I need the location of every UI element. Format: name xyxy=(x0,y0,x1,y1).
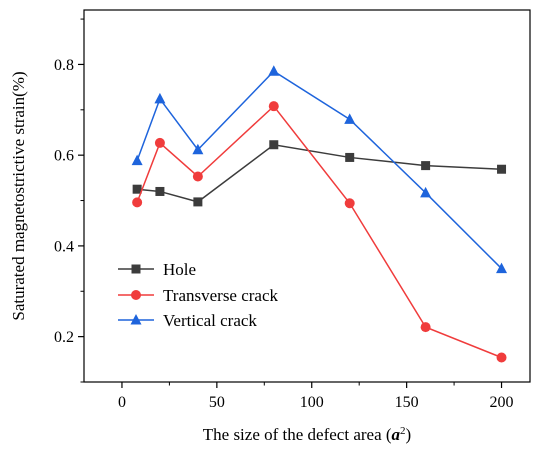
series-line-hole xyxy=(137,143,502,203)
x-tick-label: 0 xyxy=(118,394,126,411)
legend-marker-vertical-crack xyxy=(130,314,142,325)
y-tick-label: 0.2 xyxy=(54,329,74,346)
legend-marker-hole xyxy=(131,264,141,274)
data-point-hole xyxy=(155,186,165,196)
data-point-hole xyxy=(345,152,355,162)
data-point-vertical-crack xyxy=(154,92,166,104)
axis-ticks xyxy=(78,18,503,388)
plot-frame xyxy=(83,9,531,383)
y-tick-labels: 0.2 0.4 0.6 0.8 xyxy=(54,57,74,346)
series-line-vertical-crack xyxy=(136,70,503,270)
data-point-hole xyxy=(269,140,279,150)
series-transverse-crack xyxy=(132,101,507,363)
data-point-transverse-crack xyxy=(420,322,431,333)
data-point-vertical-crack xyxy=(496,262,508,274)
legend-label-vertical-crack: Vertical crack xyxy=(163,311,257,330)
y-tick-label: 0.4 xyxy=(54,238,74,255)
data-point-vertical-crack xyxy=(192,143,204,155)
data-point-hole xyxy=(132,184,142,194)
legend-marker-transverse-crack xyxy=(131,290,141,300)
data-point-hole xyxy=(421,161,431,171)
y-axis-title: Saturated magnetostrictive strain(%) xyxy=(9,71,28,320)
data-point-transverse-crack xyxy=(192,171,203,182)
x-tick-label: 100 xyxy=(300,394,324,411)
legend-marker-shape xyxy=(131,290,141,300)
x-tick-labels: 0 50 100 150 200 xyxy=(118,394,514,411)
y-tick-label: 0.6 xyxy=(54,148,74,165)
data-point-transverse-crack xyxy=(268,101,279,112)
legend-label-hole: Hole xyxy=(163,260,196,279)
y-tick-label: 0.8 xyxy=(54,57,74,74)
data-point-hole xyxy=(497,164,507,174)
series-layer xyxy=(131,65,508,363)
data-point-transverse-crack xyxy=(496,352,507,363)
x-axis-title: The size of the defect area (a2) xyxy=(203,425,411,444)
series-hole xyxy=(132,140,507,207)
data-point-transverse-crack xyxy=(344,198,355,209)
data-point-vertical-crack xyxy=(420,186,432,198)
x-tick-label: 50 xyxy=(209,394,225,411)
series-vertical-crack xyxy=(131,65,508,274)
data-point-vertical-crack xyxy=(268,65,280,76)
legend-marker-shape xyxy=(131,264,141,274)
data-point-hole xyxy=(193,197,203,207)
data-point-transverse-crack xyxy=(154,137,165,148)
data-point-vertical-crack xyxy=(344,113,356,124)
data-point-transverse-crack xyxy=(132,197,143,208)
legend: Hole Transverse crack Vertical crack xyxy=(118,260,279,330)
x-tick-label: 150 xyxy=(395,394,419,411)
legend-label-transverse-crack: Transverse crack xyxy=(163,286,279,305)
legend-marker-shape xyxy=(130,314,142,325)
x-tick-label: 200 xyxy=(490,394,514,411)
data-point-vertical-crack xyxy=(131,154,143,166)
